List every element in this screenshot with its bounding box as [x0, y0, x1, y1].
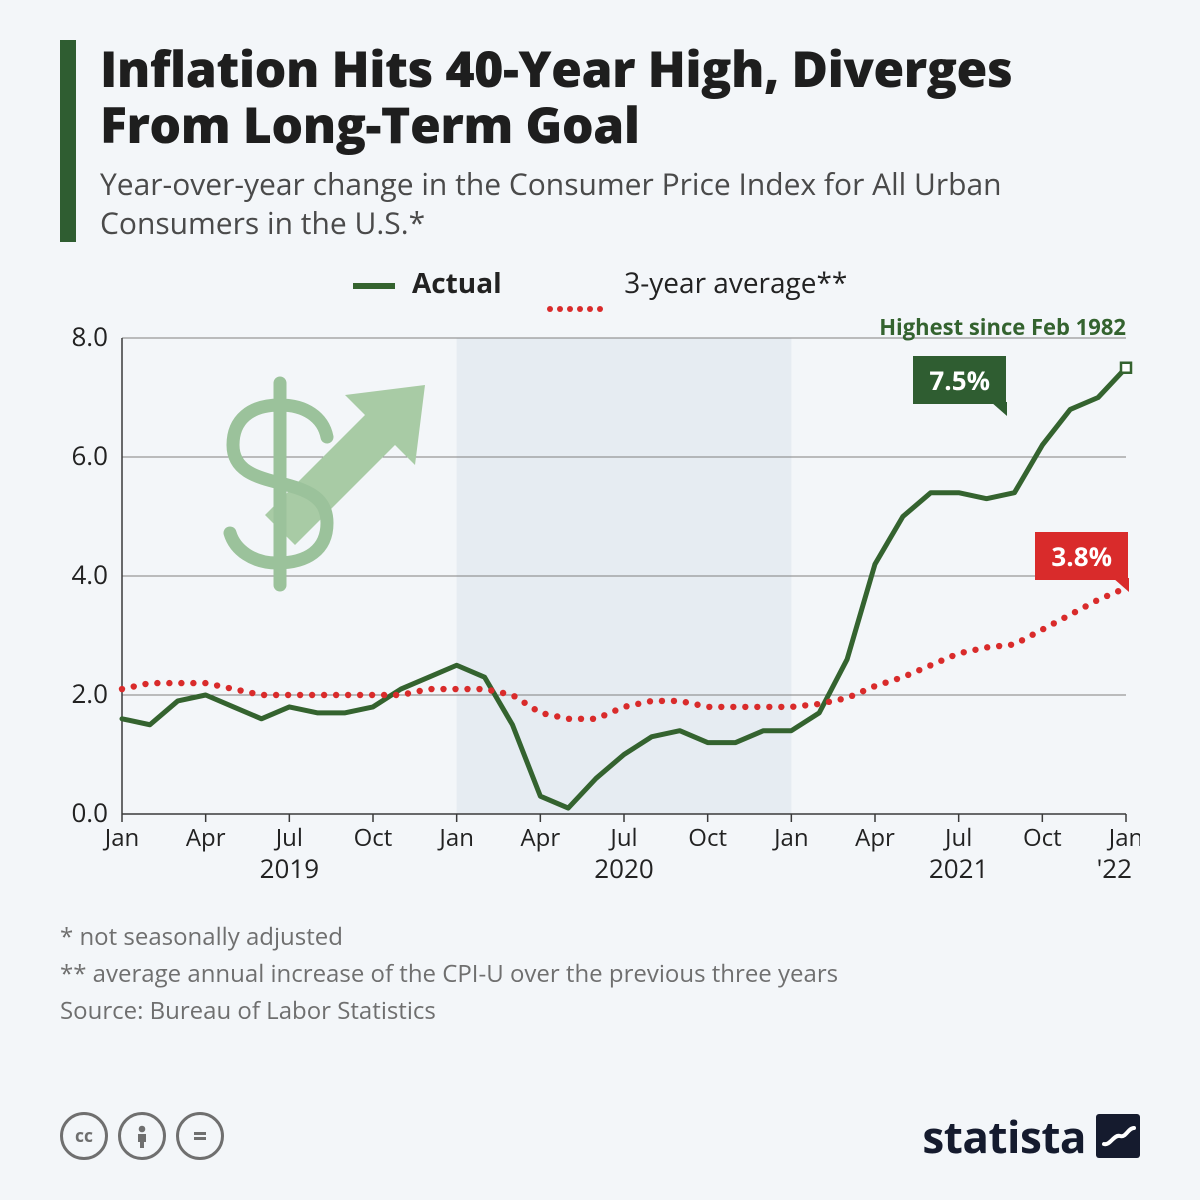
badge-actual: 7.5% — [913, 356, 1006, 404]
license-icons: cc — [60, 1112, 224, 1160]
svg-text:Oct: Oct — [688, 821, 727, 854]
footnote-1: * not seasonally adjusted — [60, 918, 1140, 955]
badge-avg: 3.8% — [1035, 532, 1128, 580]
footer: cc statista — [60, 1106, 1140, 1166]
legend: Actual 3-year average** — [60, 264, 1140, 302]
svg-text:Apr: Apr — [520, 821, 560, 854]
titles: Inflation Hits 40-Year High, Diverges Fr… — [100, 40, 1140, 242]
svg-text:2019: 2019 — [260, 850, 319, 886]
svg-text:8.0: 8.0 — [71, 318, 108, 354]
legend-label-actual: Actual — [412, 264, 502, 302]
legend-swatch-actual — [353, 283, 395, 289]
svg-text:6.0: 6.0 — [71, 437, 108, 473]
cc-icon: cc — [60, 1112, 108, 1160]
highest-annotation: Highest since Feb 1982 — [879, 312, 1126, 342]
subtitle: Year-over-year change in the Consumer Pr… — [100, 164, 1140, 242]
svg-text:2021: 2021 — [929, 850, 988, 886]
svg-text:Jan: Jan — [437, 821, 474, 854]
chart-area: 0.02.04.06.08.0JanAprJulOctJanAprJulOctJ… — [60, 310, 1140, 900]
svg-text:cc: cc — [75, 1124, 93, 1148]
header: Inflation Hits 40-Year High, Diverges Fr… — [60, 40, 1140, 242]
svg-text:Oct: Oct — [354, 821, 393, 854]
infographic-card: Inflation Hits 40-Year High, Diverges Fr… — [0, 0, 1200, 1200]
svg-text:4.0: 4.0 — [71, 556, 108, 592]
legend-swatch-avg — [547, 283, 607, 289]
brand-logo-icon — [1096, 1114, 1140, 1158]
svg-text:Apr: Apr — [855, 821, 895, 854]
svg-text:2.0: 2.0 — [71, 675, 108, 711]
nd-icon — [176, 1112, 224, 1160]
svg-text:Jan: Jan — [103, 821, 140, 854]
footnotes: * not seasonally adjusted ** average ann… — [60, 918, 1140, 1030]
svg-text:Oct: Oct — [1023, 821, 1062, 854]
brand-text: statista — [922, 1106, 1086, 1166]
legend-label-avg: 3-year average** — [624, 264, 847, 302]
accent-bar — [60, 40, 76, 242]
page-title: Inflation Hits 40-Year High, Diverges Fr… — [100, 40, 1140, 152]
footnote-2: ** average annual increase of the CPI-U … — [60, 955, 1140, 992]
source-line: Source: Bureau of Labor Statistics — [60, 992, 1140, 1029]
svg-text:Apr: Apr — [186, 821, 226, 854]
svg-text:Jan: Jan — [772, 821, 809, 854]
by-icon — [118, 1112, 166, 1160]
svg-text:'22: '22 — [1097, 850, 1132, 886]
svg-text:2020: 2020 — [594, 850, 653, 886]
svg-text:0.0: 0.0 — [71, 794, 108, 830]
brand: statista — [922, 1106, 1140, 1166]
